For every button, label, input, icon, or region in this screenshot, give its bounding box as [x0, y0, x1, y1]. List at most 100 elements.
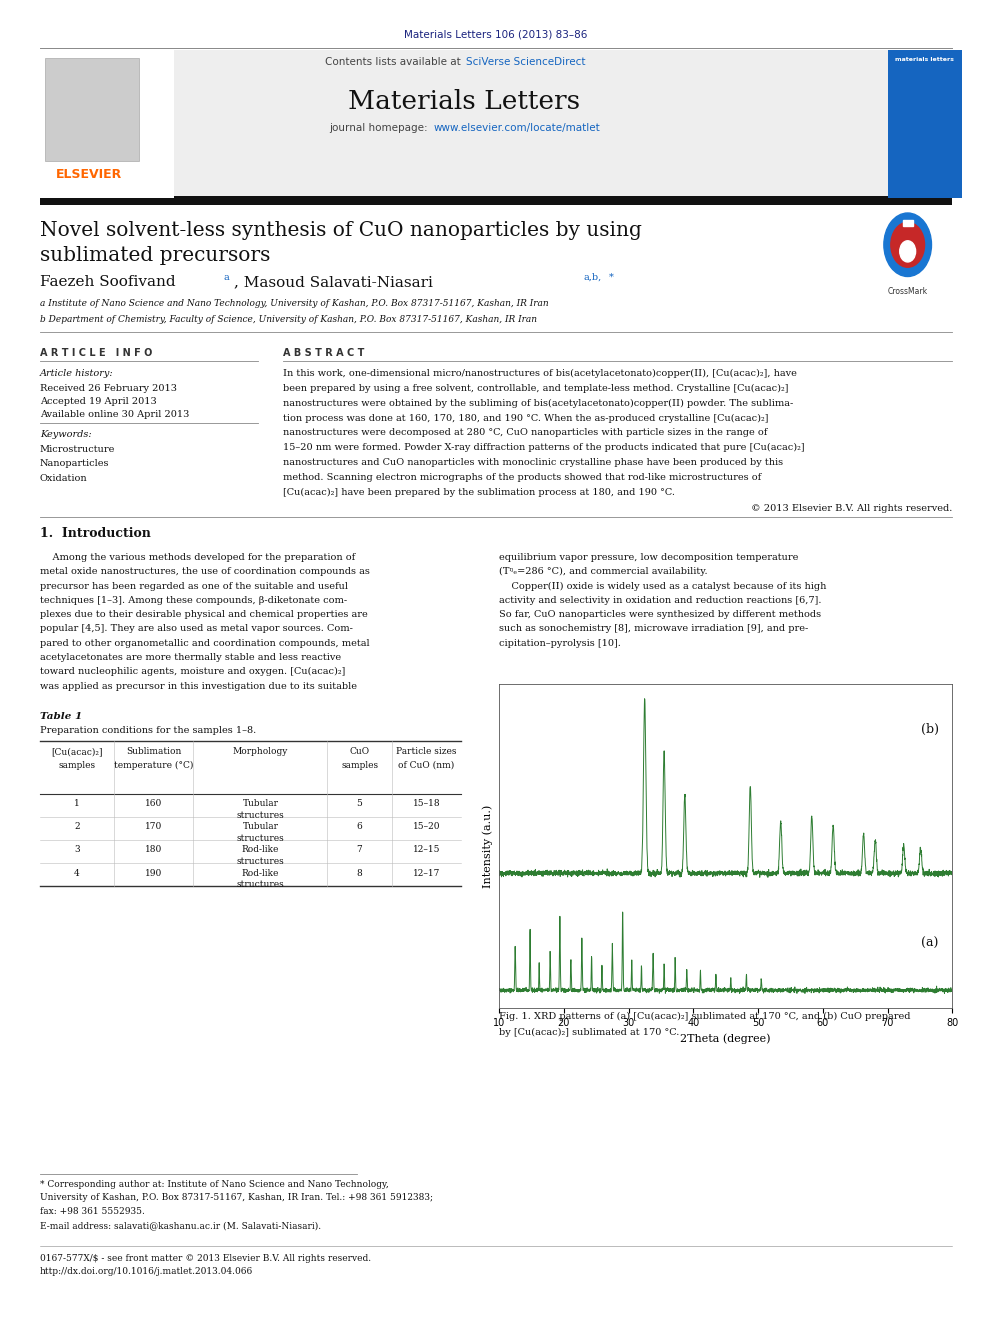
Text: precursor has been regarded as one of the suitable and useful: precursor has been regarded as one of th…: [40, 582, 347, 590]
Text: E-mail address: salavati@kashanu.ac.ir (M. Salavati-Niasari).: E-mail address: salavati@kashanu.ac.ir (…: [40, 1221, 320, 1230]
Text: , Masoud Salavati-Niasari: , Masoud Salavati-Niasari: [234, 275, 437, 290]
Text: So far, CuO nanoparticles were synthesized by different methods: So far, CuO nanoparticles were synthesiz…: [499, 610, 821, 619]
Text: 170: 170: [145, 822, 163, 831]
Text: 2: 2: [74, 822, 79, 831]
Text: a Institute of Nano Science and Nano Technology, University of Kashan, P.O. Box : a Institute of Nano Science and Nano Tec…: [40, 299, 549, 308]
Text: 12–17: 12–17: [413, 868, 440, 877]
Text: Tubular: Tubular: [242, 799, 279, 808]
Text: Among the various methods developed for the preparation of: Among the various methods developed for …: [40, 553, 355, 562]
Text: cipitation–pyrolysis [10].: cipitation–pyrolysis [10].: [499, 639, 621, 648]
Text: *: *: [609, 273, 614, 282]
Text: Available online 30 April 2013: Available online 30 April 2013: [40, 410, 189, 419]
Text: (a): (a): [922, 937, 938, 950]
Text: acetylacetonates are more thermally stable and less reactive: acetylacetonates are more thermally stab…: [40, 654, 341, 662]
Text: pared to other organometallic and coordination compounds, metal: pared to other organometallic and coordi…: [40, 639, 369, 648]
Text: Rod-like: Rod-like: [242, 868, 279, 877]
Text: popular [4,5]. They are also used as metal vapor sources. Com-: popular [4,5]. They are also used as met…: [40, 624, 352, 634]
Text: materials letters: materials letters: [895, 57, 954, 62]
Text: samples: samples: [59, 761, 95, 770]
Text: ELSEVIER: ELSEVIER: [57, 168, 122, 181]
Text: tion process was done at 160, 170, 180, and 190 °C. When the as-produced crystal: tion process was done at 160, 170, 180, …: [283, 414, 768, 422]
Text: 1.  Introduction: 1. Introduction: [40, 527, 151, 540]
Text: Oxidation: Oxidation: [40, 474, 87, 483]
Text: SciVerse ScienceDirect: SciVerse ScienceDirect: [466, 57, 585, 67]
Text: Tubular: Tubular: [242, 822, 279, 831]
Text: Morphology: Morphology: [233, 747, 288, 757]
Bar: [45, 58, 139, 161]
Text: Materials Letters 106 (2013) 83–86: Materials Letters 106 (2013) 83–86: [405, 29, 587, 40]
Text: 6: 6: [357, 822, 362, 831]
Text: Accepted 19 April 2013: Accepted 19 April 2013: [40, 397, 157, 406]
Text: University of Kashan, P.O. Box 87317-51167, Kashan, IR Iran. Tel.: +98 361 59123: University of Kashan, P.O. Box 87317-511…: [40, 1193, 433, 1203]
Text: fax: +98 361 5552935.: fax: +98 361 5552935.: [40, 1207, 145, 1216]
Text: 15–20: 15–20: [413, 822, 440, 831]
Text: a: a: [223, 273, 229, 282]
Text: 3: 3: [74, 845, 79, 855]
Text: 5: 5: [357, 799, 362, 808]
Text: Received 26 February 2013: Received 26 February 2013: [40, 384, 177, 393]
Bar: [888, 50, 962, 198]
Text: been prepared by using a free solvent, controllable, and template-less method. C: been prepared by using a free solvent, c…: [283, 384, 789, 393]
Text: A B S T R A C T: A B S T R A C T: [283, 348, 364, 359]
Text: In this work, one-dimensional micro/nanostructures of bis(acetylacetonato)copper: In this work, one-dimensional micro/nano…: [283, 369, 797, 378]
Text: temperature (°C): temperature (°C): [114, 761, 193, 770]
Text: activity and selectivity in oxidation and reduction reactions [6,7].: activity and selectivity in oxidation an…: [499, 595, 821, 605]
Text: [Cu(acac)₂]: [Cu(acac)₂]: [52, 747, 102, 757]
Text: nanostructures were obtained by the subliming of bis(acetylacetonato)copper(II) : nanostructures were obtained by the subl…: [283, 398, 793, 407]
Text: 0167-577X/$ - see front matter © 2013 Elsevier B.V. All rights reserved.: 0167-577X/$ - see front matter © 2013 El…: [40, 1254, 371, 1263]
Text: Novel solvent-less synthesis of CuO nanoparticles by using
sublimated precursors: Novel solvent-less synthesis of CuO nano…: [40, 221, 642, 265]
Text: structures: structures: [236, 857, 285, 867]
Text: Article history:: Article history:: [40, 369, 113, 378]
Text: 190: 190: [145, 868, 163, 877]
Text: 160: 160: [145, 799, 163, 808]
Text: Nanoparticles: Nanoparticles: [40, 459, 109, 468]
Text: Rod-like: Rod-like: [242, 845, 279, 855]
Text: Particle sizes: Particle sizes: [397, 747, 456, 757]
Text: 12–15: 12–15: [413, 845, 440, 855]
Text: b Department of Chemistry, Faculty of Science, University of Kashan, P.O. Box 87: b Department of Chemistry, Faculty of Sc…: [40, 315, 537, 324]
Text: structures: structures: [236, 811, 285, 820]
Text: was applied as precursor in this investigation due to its suitable: was applied as precursor in this investi…: [40, 681, 357, 691]
Text: by [Cu(acac)₂] sublimated at 170 °C.: by [Cu(acac)₂] sublimated at 170 °C.: [499, 1028, 680, 1037]
Text: 1: 1: [74, 799, 79, 808]
Text: nanostructures were decomposed at 280 °C, CuO nanoparticles with particle sizes : nanostructures were decomposed at 280 °C…: [283, 429, 767, 438]
Text: CuO: CuO: [349, 747, 370, 757]
Text: Copper(II) oxide is widely used as a catalyst because of its high: Copper(II) oxide is widely used as a cat…: [499, 582, 826, 590]
Text: journal homepage:: journal homepage:: [329, 123, 432, 134]
Text: structures: structures: [236, 881, 285, 889]
Circle shape: [900, 241, 916, 262]
Text: Sublimation: Sublimation: [126, 747, 182, 757]
Text: equilibrium vapor pressure, low decomposition temperature: equilibrium vapor pressure, low decompos…: [499, 553, 799, 562]
Text: Faezeh Soofivand: Faezeh Soofivand: [40, 275, 181, 290]
Text: Microstructure: Microstructure: [40, 445, 115, 454]
Text: 15–20 nm were formed. Powder X-ray diffraction patterns of the products indicate: 15–20 nm were formed. Powder X-ray diffr…: [283, 443, 805, 452]
Bar: [40, 196, 952, 205]
Text: (b): (b): [921, 722, 938, 736]
Text: http://dx.doi.org/10.1016/j.matlet.2013.04.066: http://dx.doi.org/10.1016/j.matlet.2013.…: [40, 1267, 253, 1277]
Text: 7: 7: [357, 845, 362, 855]
Bar: [40, 50, 174, 198]
Text: metal oxide nanostructures, the use of coordination compounds as: metal oxide nanostructures, the use of c…: [40, 568, 370, 577]
Text: 8: 8: [357, 868, 362, 877]
Text: nanostructures and CuO nanoparticles with monoclinic crystalline phase have been: nanostructures and CuO nanoparticles wit…: [283, 458, 783, 467]
Text: © 2013 Elsevier B.V. All rights reserved.: © 2013 Elsevier B.V. All rights reserved…: [751, 504, 952, 513]
Text: Preparation conditions for the samples 1–8.: Preparation conditions for the samples 1…: [40, 726, 256, 736]
Text: * Corresponding author at: Institute of Nano Science and Nano Technology,: * Corresponding author at: Institute of …: [40, 1180, 389, 1189]
Text: 180: 180: [145, 845, 163, 855]
Text: (Tᵑₑ⁣=286 °C), and commercial availability.: (Tᵑₑ⁣=286 °C), and commercial availabili…: [499, 568, 707, 577]
Text: CrossMark: CrossMark: [888, 287, 928, 296]
Text: method. Scanning electron micrographs of the products showed that rod-like micro: method. Scanning electron micrographs of…: [283, 472, 761, 482]
Text: A R T I C L E   I N F O: A R T I C L E I N F O: [40, 348, 152, 359]
Text: samples: samples: [341, 761, 378, 770]
Text: techniques [1–3]. Among these compounds, β-diketonate com-: techniques [1–3]. Among these compounds,…: [40, 595, 347, 605]
Text: Materials Letters: Materials Letters: [348, 89, 580, 114]
Text: 4: 4: [74, 868, 79, 877]
Text: www.elsevier.com/locate/matlet: www.elsevier.com/locate/matlet: [434, 123, 600, 134]
Circle shape: [884, 213, 931, 277]
Text: of CuO (nm): of CuO (nm): [399, 761, 454, 770]
FancyArrow shape: [903, 220, 913, 226]
Text: structures: structures: [236, 835, 285, 843]
Text: 15–18: 15–18: [413, 799, 440, 808]
Text: a,b,: a,b,: [583, 273, 601, 282]
Text: Keywords:: Keywords:: [40, 430, 91, 439]
